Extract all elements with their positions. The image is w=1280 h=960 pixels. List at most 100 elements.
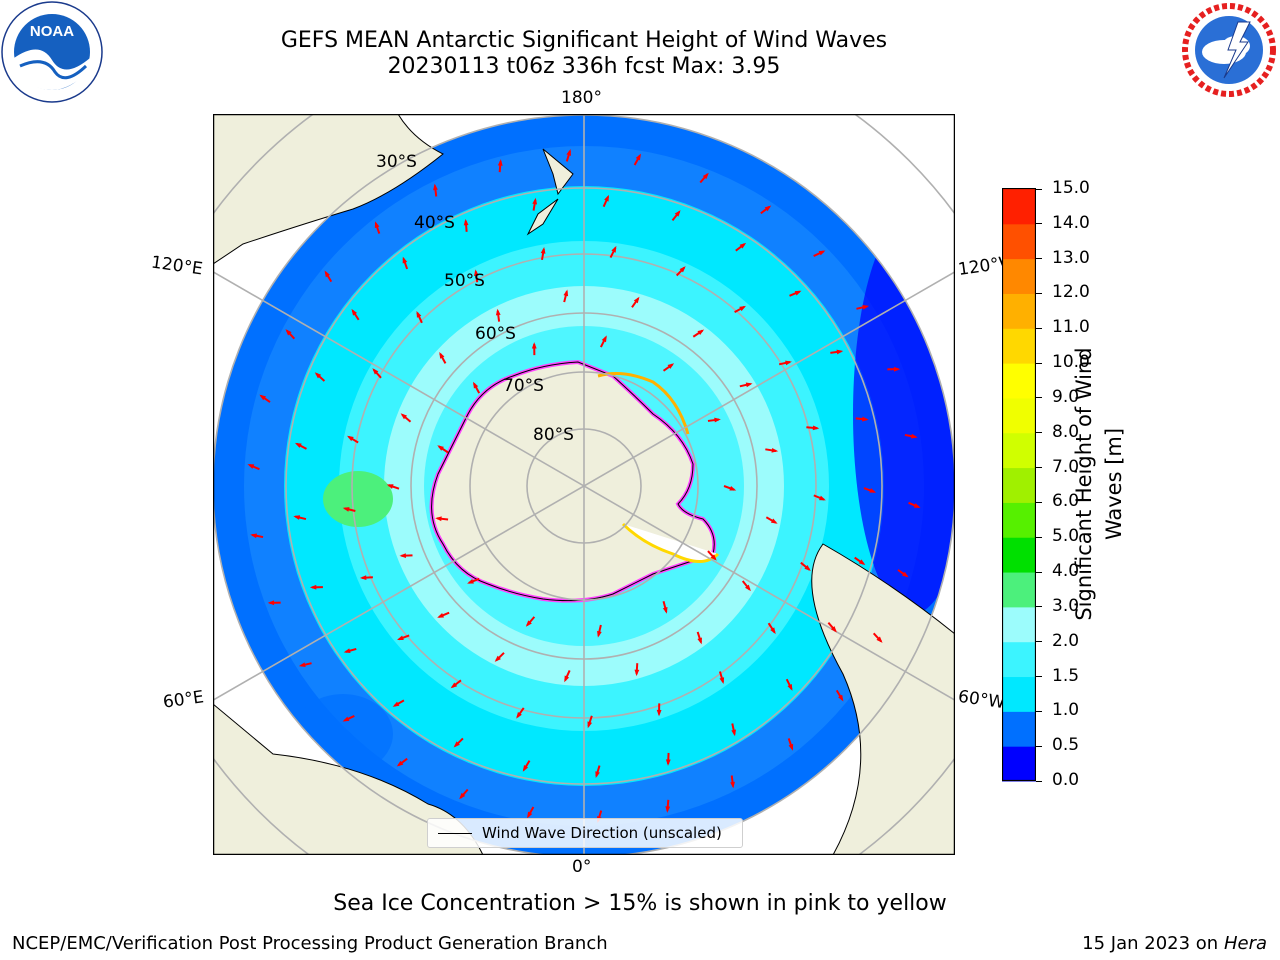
wind-arrow-head [435, 516, 442, 522]
colorbar-band [1002, 328, 1036, 364]
nws-logo [1181, 2, 1277, 98]
colorbar-tick-label: 13.0 [1052, 247, 1090, 268]
wind-arrow-head [386, 484, 394, 489]
colorbar [1002, 188, 1036, 782]
wind-arrow-head [858, 559, 866, 566]
wind-arrow-head [494, 655, 501, 662]
wind-arrow-head [665, 759, 671, 766]
colorbar-tick-label: 0.0 [1052, 770, 1080, 790]
wind-arrow-head [679, 266, 686, 273]
legend-label: Wind Wave Direction (unscaled) [482, 824, 722, 842]
wind-arrow-head [342, 716, 350, 722]
sea-ice-caption: Sea Ice Concentration > 15% is shown in … [333, 891, 947, 916]
wind-arrow-head [739, 242, 747, 249]
footer-host: Hera [1223, 933, 1267, 954]
colorbar-tick-mark [1036, 258, 1042, 260]
wind-arrow-head [359, 575, 367, 581]
wind-arrow-head [764, 205, 772, 212]
lat-label-60s: 60°S [475, 324, 516, 344]
colorbar-tick-label: 5.0 [1052, 526, 1080, 547]
wind-arrow-head [259, 394, 266, 401]
wind-arrow-head [587, 721, 593, 729]
wind-arrow-head [745, 382, 753, 388]
wind-arrow-head [601, 335, 607, 343]
wind-arrow-head [532, 197, 538, 205]
wind-arrow-head [564, 675, 570, 683]
lon-label-60e: 60°E [161, 687, 206, 713]
colorbar-band [1002, 537, 1036, 573]
wind-arrow-head [294, 442, 302, 448]
wind-arrow-head [540, 247, 546, 254]
wind-arrow-head [731, 729, 737, 737]
footer-date-text: 15 Jan 2023 on [1082, 933, 1224, 954]
colorbar-band [1002, 746, 1036, 782]
colorbar-label-line1: Significant Height of Wind [1072, 347, 1096, 621]
colorbar-band [1002, 641, 1036, 678]
wind-arrow-head [531, 342, 537, 349]
colorbar-tick-mark [1036, 501, 1042, 503]
colorbar-tick-mark [1036, 432, 1042, 434]
colorbar-label: Significant Height of Wind Waves [m] [1069, 347, 1129, 620]
wind-arrow-head [392, 701, 400, 707]
wind-arrow-head [910, 433, 918, 439]
wind-arrow-head [396, 635, 404, 640]
lat-label-70s: 70°S [503, 376, 544, 396]
colorbar-tick-label: 2.0 [1052, 630, 1080, 651]
wind-arrow-head [399, 553, 406, 558]
wind-arrow-head [656, 709, 662, 717]
wind-arrow-head [804, 565, 811, 571]
wind-arrow-head [396, 760, 404, 767]
colorbar-band [1002, 363, 1036, 399]
colorbar-band [1002, 711, 1036, 747]
wind-arrow-head [862, 304, 870, 310]
colorbar-tick-label: 6.0 [1052, 491, 1080, 512]
wind-arrow-head [745, 584, 751, 592]
colorbar-tick-label: 9.0 [1052, 386, 1080, 407]
wind-arrow-head [467, 579, 474, 584]
wind-arrow-head [719, 677, 725, 685]
colorbar-tick-mark [1036, 292, 1042, 294]
wind-arrow-head [787, 684, 793, 691]
colorbar-tick-mark [1036, 710, 1042, 712]
wind-arrow-head [830, 626, 837, 633]
colorbar-tick-mark [1036, 467, 1042, 469]
colorbar-band [1002, 397, 1036, 434]
wind-arrow-head [771, 447, 779, 453]
wind-arrow-head [667, 363, 675, 369]
wind-arrow-head [674, 210, 681, 217]
colorbar-tick-label: 12.0 [1052, 282, 1090, 303]
wind-arrow-head [611, 245, 617, 253]
wind-arrow-head [473, 381, 479, 389]
colorbar-band [1002, 467, 1036, 503]
wind-arrow-head [913, 503, 921, 508]
map-legend: Wind Wave Direction (unscaled) [427, 818, 743, 848]
wind-arrow-head [770, 627, 776, 635]
colorbar-tick-label: 3.0 [1052, 595, 1080, 616]
colorbar-band [1002, 606, 1036, 643]
wind-arrow-head [453, 741, 460, 748]
lat-label-80s: 80°S [533, 425, 574, 445]
lon-label-180: 180° [561, 88, 602, 108]
colorbar-tick-mark [1036, 362, 1042, 364]
wind-arrow-head [665, 806, 671, 813]
wind-arrow-head [862, 416, 869, 422]
colorbar-band [1002, 223, 1036, 260]
lon-label-60w: 60°W [956, 686, 1007, 714]
wind-arrow-head [463, 218, 469, 226]
colorbar-tick-mark [1036, 745, 1042, 747]
wind-arrow-head [293, 515, 301, 520]
colorbar-tick-mark [1036, 327, 1042, 329]
wind-arrow-head [343, 648, 351, 653]
colorbar-band [1002, 432, 1036, 469]
wind-arrow-head [729, 486, 737, 491]
legend-line-swatch [438, 832, 472, 834]
wind-arrow-head [635, 153, 641, 161]
colorbar-tick-label: 1.0 [1052, 700, 1080, 721]
wind-arrow-head [812, 425, 820, 431]
wind-arrow-head [633, 296, 640, 304]
wind-arrow-head [702, 172, 709, 180]
wind-arrow-head [439, 351, 445, 359]
wind-arrow-head [247, 464, 255, 469]
wind-arrow-head [902, 571, 909, 578]
lat-label-30s: 30°S [376, 152, 417, 172]
